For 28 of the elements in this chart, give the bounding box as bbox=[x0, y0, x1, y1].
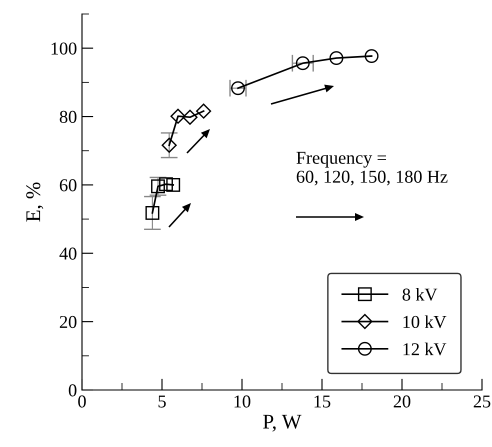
legend-label: 10 kV bbox=[403, 315, 446, 328]
point bbox=[170, 108, 186, 124]
point bbox=[162, 138, 177, 153]
y-tick-label: 80 bbox=[60, 110, 76, 123]
y-tick-label: 60 bbox=[60, 179, 76, 192]
point bbox=[182, 110, 198, 125]
point bbox=[166, 178, 180, 192]
legend-label: 12 kV bbox=[403, 342, 446, 356]
point bbox=[196, 104, 212, 119]
x-axis-title: P, W bbox=[263, 414, 302, 432]
point bbox=[145, 206, 160, 220]
point bbox=[329, 51, 344, 66]
x-tick-label: 20 bbox=[394, 395, 410, 408]
x-tick-label: 10 bbox=[234, 395, 250, 408]
x-tick-label: 15 bbox=[314, 395, 330, 408]
y-tick-label: 20 bbox=[60, 316, 76, 328]
point bbox=[296, 56, 310, 70]
x-tick-label: 0 bbox=[78, 395, 86, 408]
x-tick-label: 5 bbox=[158, 396, 166, 408]
point bbox=[364, 49, 379, 63]
y-tick-label: 40 bbox=[59, 248, 76, 260]
y-tick-label: 0 bbox=[68, 384, 76, 396]
point bbox=[159, 177, 173, 192]
annotation: Frequency = 60, 120, 150, 180 Hz bbox=[296, 152, 448, 186]
y-tick-label: 100 bbox=[52, 42, 76, 55]
y-axis-title: E, % bbox=[26, 182, 44, 222]
x-tick-label: 25 bbox=[474, 395, 490, 408]
legend-label: 8 kV bbox=[402, 288, 438, 301]
